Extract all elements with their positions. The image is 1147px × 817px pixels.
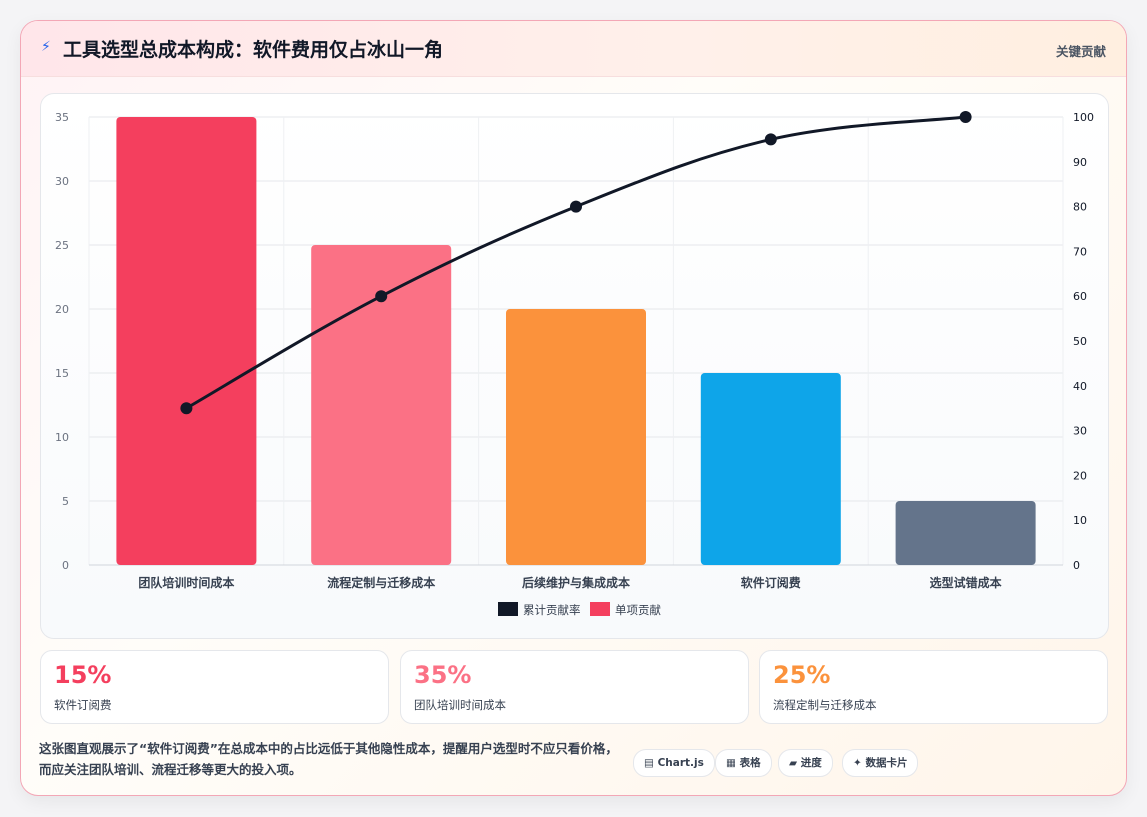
stat-label: 团队培训时间成本 [414, 698, 506, 712]
y-right-tick-label: 90 [1073, 156, 1087, 169]
y-right-tick-label: 20 [1073, 469, 1087, 482]
line-point [375, 290, 388, 303]
y-left-tick-label: 35 [55, 111, 69, 124]
tag-label: 表格 [739, 757, 761, 769]
line-point [764, 133, 777, 146]
tag-progress[interactable]: ▰ 进度 [778, 749, 833, 777]
y-right-tick-label: 10 [1073, 514, 1087, 527]
stat-value: 15% [54, 661, 112, 689]
line-point [180, 402, 193, 415]
y-right-tick-label: 100 [1073, 111, 1094, 124]
y-right-tick-label: 60 [1073, 290, 1087, 303]
y-left-tick-label: 10 [55, 431, 69, 444]
tag-label: 数据卡片 [865, 757, 908, 769]
stat-card-2: 35% 团队培训时间成本 [400, 650, 749, 724]
stat-value: 35% [414, 661, 472, 689]
y-left-tick-label: 0 [62, 559, 69, 572]
x-tick-label: 软件订阅费 [741, 575, 801, 590]
y-right-tick-label: 80 [1073, 201, 1087, 214]
bar [506, 309, 646, 565]
table-icon: ▦ [726, 757, 736, 769]
line-point [570, 200, 582, 213]
x-tick-label: 团队培训时间成本 [138, 575, 234, 590]
tag-label: 进度 [800, 757, 822, 769]
stat-value: 25% [773, 661, 831, 689]
y-right-tick-label: 50 [1073, 335, 1087, 348]
card-header: ⚡ 工具选型总成本构成：软件费用仅占冰山一角 关键贡献 [21, 21, 1126, 77]
stat-card-3: 25% 流程定制与迁移成本 [759, 650, 1108, 724]
tag-data-card[interactable]: ✦ 数据卡片 [842, 749, 919, 777]
sparkle-icon: ✦ [853, 757, 862, 769]
bar [700, 373, 841, 565]
tag-chartjs[interactable]: ▤ Chart.js [633, 749, 715, 777]
chart-panel: 0 5 10 15 20 25 30 35 0 10 20 30 40 50 60 70 80 90 100 团队培训… [40, 93, 1109, 639]
bar [311, 245, 452, 565]
stat-card-1: 15% 软件订阅费 [40, 650, 389, 724]
y-left-tick-label: 25 [55, 239, 69, 252]
y-left-tick-label: 30 [55, 175, 69, 188]
page-title: 工具选型总成本构成：软件费用仅占冰山一角 [63, 39, 444, 61]
chart-icon: ▤ [644, 757, 654, 769]
y-right-tick-label: 0 [1073, 559, 1080, 572]
header-tag: 关键贡献 [1055, 44, 1106, 59]
bar [116, 117, 257, 565]
chart-card: ⚡ 工具选型总成本构成：软件费用仅占冰山一角 关键贡献 0 5 10 15 20 25 30… [20, 20, 1127, 796]
x-tick-label: 流程定制与迁移成本 [327, 575, 435, 590]
line-point [959, 111, 972, 123]
y-right-tick-label: 70 [1073, 245, 1087, 258]
x-tick-label: 选型试错成本 [930, 575, 1002, 590]
y-right-tick-label: 40 [1073, 380, 1087, 393]
legend-swatch [498, 602, 518, 616]
tag-label: Chart.js [657, 757, 704, 769]
lightning-icon: ⚡ [41, 39, 51, 55]
chart-description: 这张图直观展示了“软件订阅费”在总成本中的占比远低于其他隐性成本，提醒用户选型时… [39, 741, 618, 777]
stat-label: 软件订阅费 [54, 698, 112, 712]
x-tick-label: 后续维护与集成成本 [522, 575, 630, 590]
y-left-tick-label: 5 [62, 495, 69, 508]
stat-label: 流程定制与迁移成本 [773, 698, 877, 712]
y-right-tick-label: 30 [1073, 425, 1087, 438]
y-left-tick-label: 20 [55, 303, 69, 316]
legend-swatch [590, 602, 610, 616]
bar [895, 501, 1036, 565]
pareto-chart: 0 5 10 15 20 25 30 35 0 10 20 30 40 50 60 70 80 90 100 团队培训… [55, 111, 1094, 617]
legend-label: 单项贡献 [615, 603, 661, 617]
tag-table[interactable]: ▦ 表格 [715, 749, 772, 777]
legend-label: 累计贡献率 [523, 603, 581, 617]
y-left-tick-label: 15 [55, 367, 69, 380]
progress-icon: ▰ [789, 757, 798, 769]
